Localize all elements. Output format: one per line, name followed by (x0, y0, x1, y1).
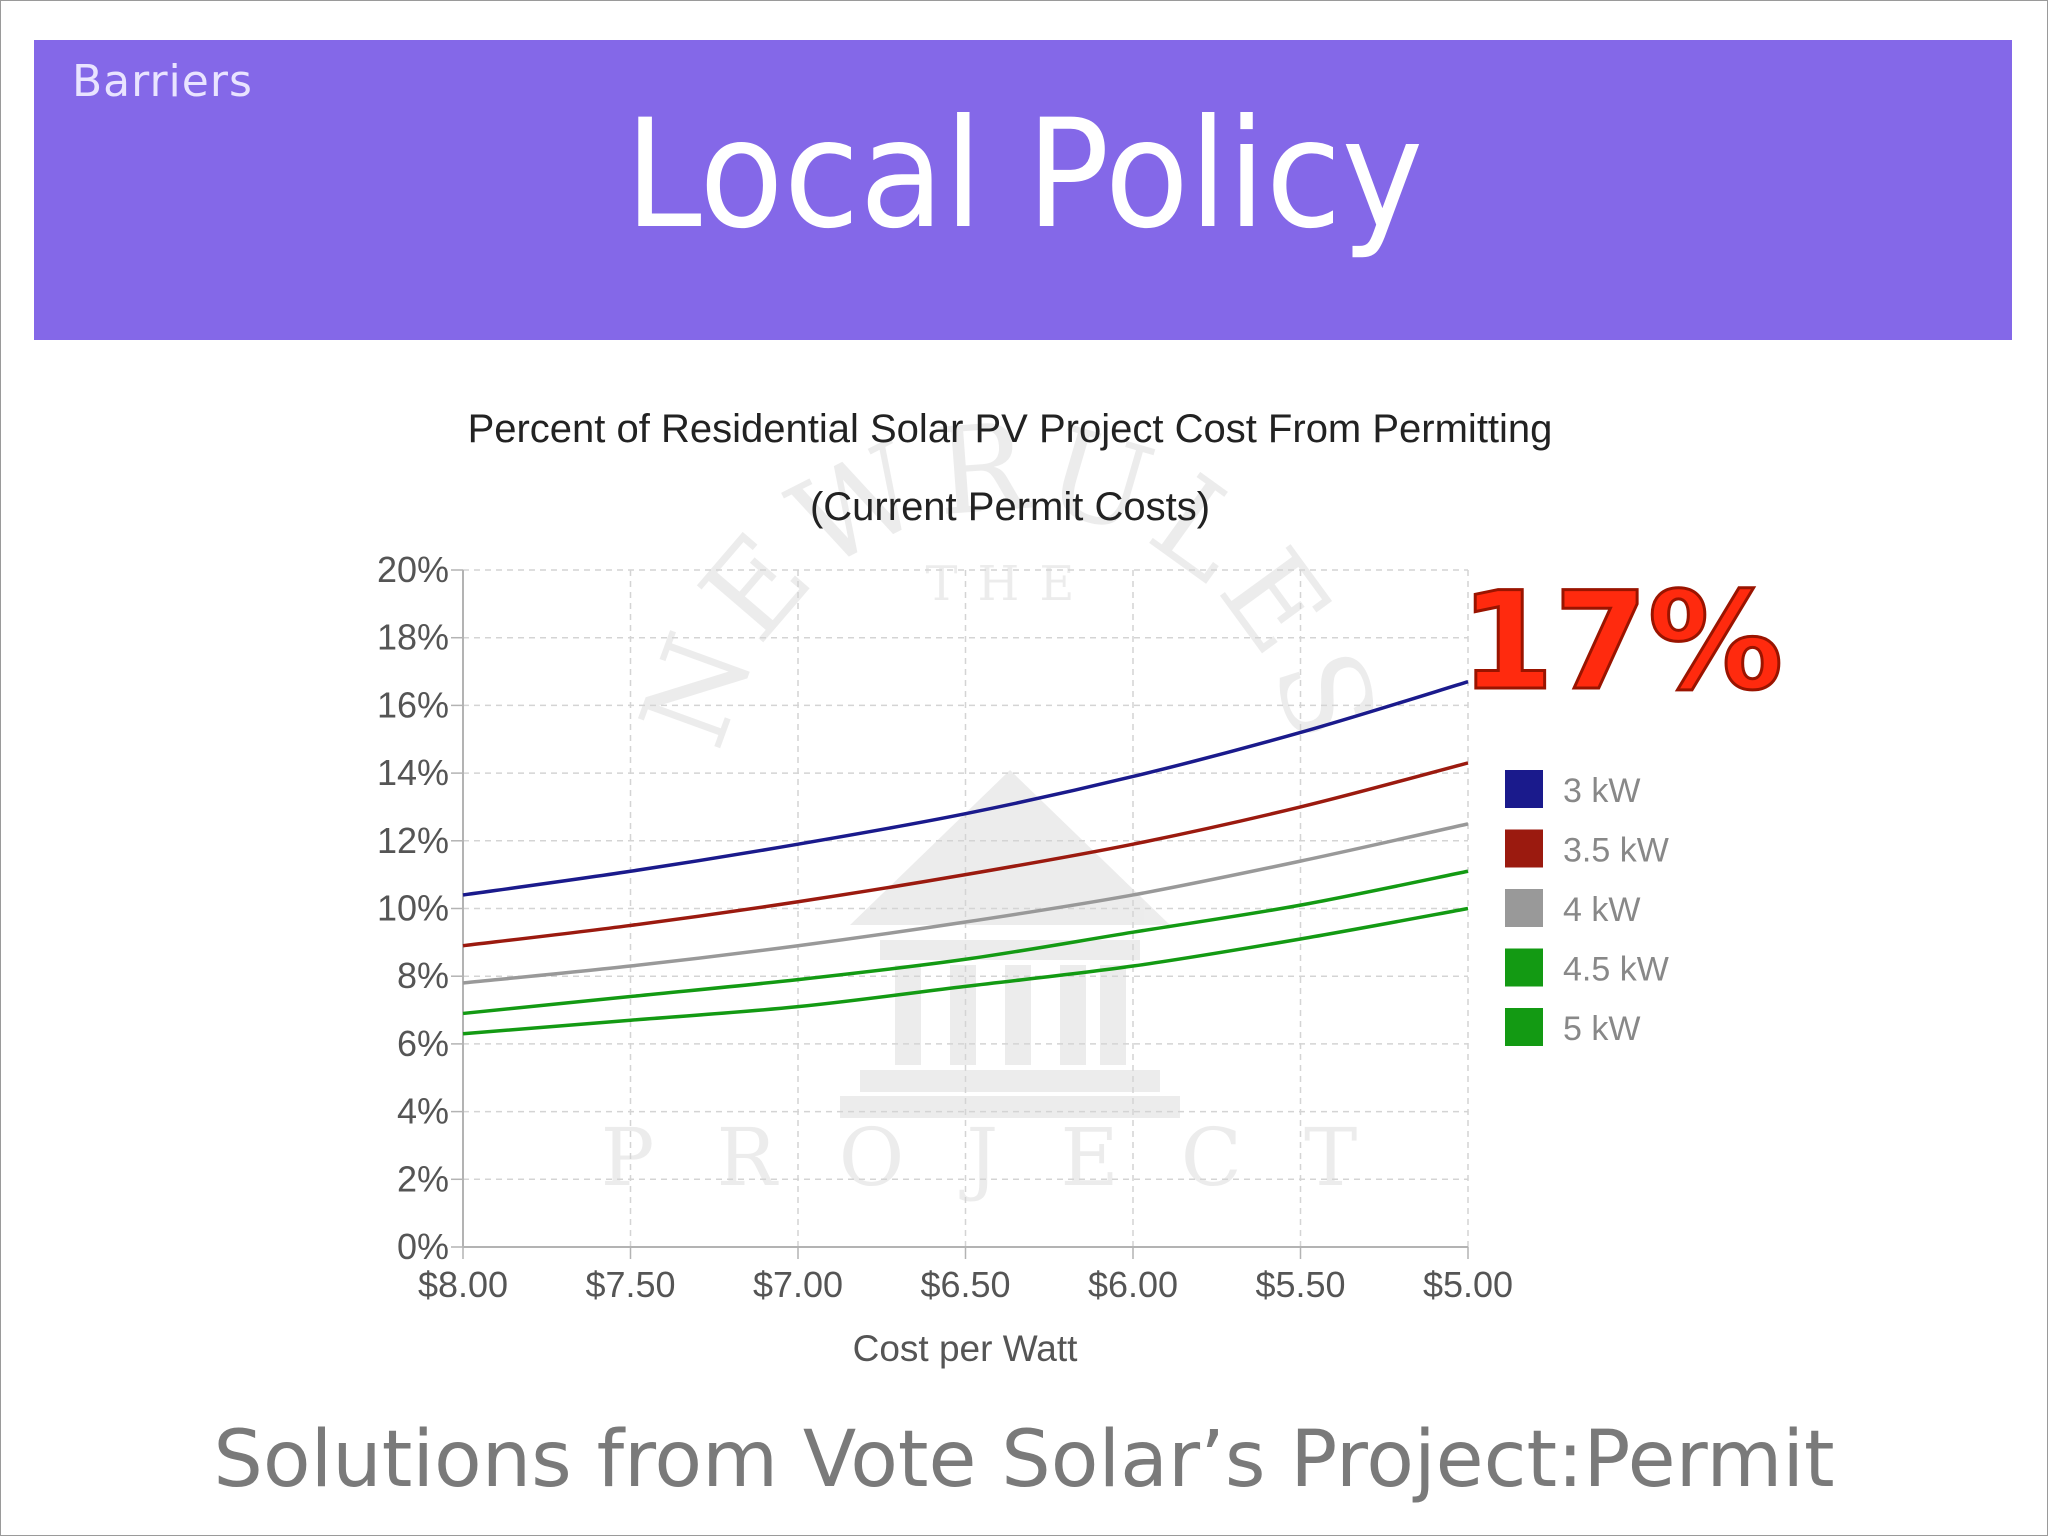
legend-swatch (1505, 770, 1543, 808)
legend-swatch (1505, 948, 1543, 987)
plot-area: Percent of Residential Solar PV Project … (377, 407, 1669, 1369)
y-tick-label: 8% (397, 955, 449, 996)
legend-swatch (1505, 889, 1543, 927)
series-line-4-5-kw (462, 869, 1469, 1016)
x-axis-label: Cost per Watt (853, 1328, 1079, 1369)
series-line-4-kw (462, 822, 1469, 985)
y-tick-label: 16% (377, 684, 449, 725)
series-line-3-kw (462, 680, 1469, 897)
legend-swatch (1505, 829, 1543, 868)
series-line-5-kw (462, 906, 1469, 1036)
y-tick-label: 14% (377, 752, 449, 793)
x-tick-label: $5.00 (1423, 1264, 1513, 1305)
y-tick-label: 10% (377, 888, 449, 929)
legend-label: 4.5 kW (1563, 951, 1669, 989)
x-tick-label: $6.50 (920, 1264, 1010, 1305)
x-tick-label: $7.00 (753, 1264, 843, 1305)
y-tick-label: 20% (377, 549, 449, 590)
watermark-top-text: THE (926, 556, 1095, 612)
watermark-bottom-text: PROJECT (601, 1111, 1420, 1204)
x-tick-label: $6.00 (1088, 1264, 1178, 1305)
y-tick-label: 18% (377, 617, 449, 658)
callout-percent: 17% (1460, 563, 1783, 720)
chart-title: Percent of Residential Solar PV Project … (468, 407, 1553, 451)
y-tick-label: 6% (397, 1023, 449, 1064)
legend-label: 4 kW (1563, 891, 1640, 929)
legend-swatch (1505, 1008, 1543, 1046)
legend-label: 3.5 kW (1563, 832, 1669, 870)
slide-title: Local Policy (624, 88, 1424, 262)
x-tick-label: $8.00 (418, 1264, 508, 1305)
chart-subtitle: (Current Permit Costs) (810, 485, 1210, 529)
legend-label: 5 kW (1563, 1010, 1640, 1048)
y-tick-label: 0% (397, 1226, 449, 1267)
footer-caption: Solutions from Vote Solar’s Project:Perm… (213, 1415, 1835, 1505)
y-tick-label: 2% (397, 1158, 449, 1199)
x-tick-label: $5.50 (1255, 1264, 1345, 1305)
series-line-3-5-kw (462, 761, 1469, 948)
header-band (34, 40, 2012, 340)
section-label: Barriers (72, 56, 253, 107)
y-tick-label: 12% (377, 820, 449, 861)
legend-label: 3 kW (1563, 772, 1640, 810)
y-tick-label: 4% (397, 1091, 449, 1132)
x-tick-label: $7.50 (585, 1264, 675, 1305)
